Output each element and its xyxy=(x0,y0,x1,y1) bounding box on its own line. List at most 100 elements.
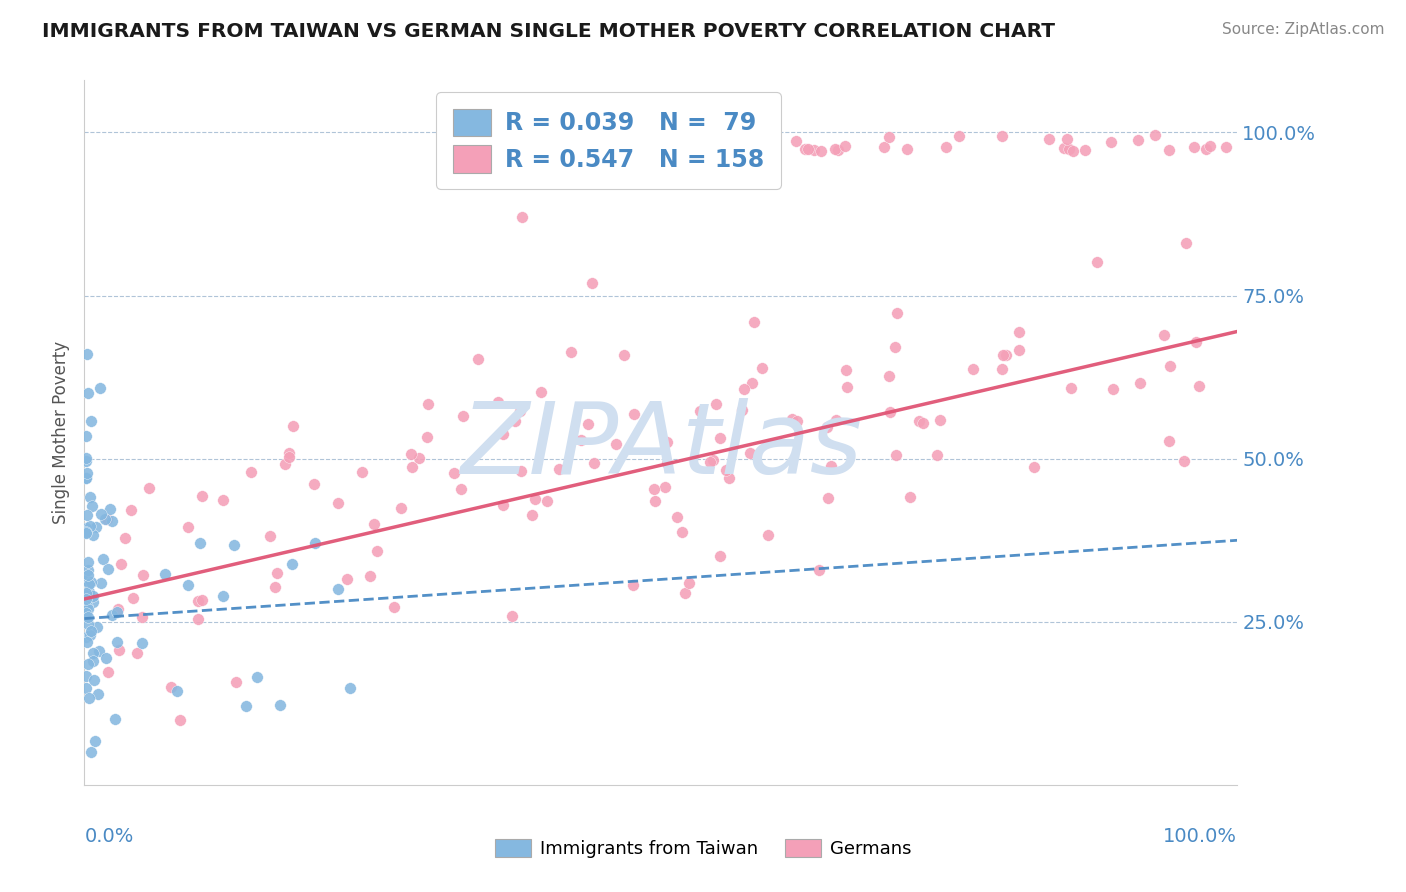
Point xyxy=(1198,138,1220,153)
Point xyxy=(644,493,666,508)
Point xyxy=(1085,254,1108,268)
Point xyxy=(125,647,148,661)
Point xyxy=(90,576,112,591)
Point xyxy=(896,142,918,156)
Point xyxy=(416,429,439,443)
Point xyxy=(401,460,423,475)
Point xyxy=(273,457,295,471)
Point xyxy=(326,496,349,510)
Point xyxy=(785,134,807,148)
Point xyxy=(269,698,291,712)
Point xyxy=(382,599,405,614)
Point xyxy=(512,211,534,225)
Point xyxy=(153,567,176,582)
Point xyxy=(654,479,676,493)
Point xyxy=(177,519,200,533)
Point xyxy=(352,466,374,480)
Point xyxy=(709,431,731,445)
Point xyxy=(160,681,183,695)
Point xyxy=(131,636,153,650)
Point xyxy=(488,394,510,409)
Point xyxy=(1144,128,1167,142)
Point xyxy=(623,407,645,421)
Point xyxy=(110,558,132,572)
Point xyxy=(731,403,754,417)
Point xyxy=(509,404,531,418)
Point xyxy=(503,413,526,427)
Point xyxy=(912,416,935,430)
Y-axis label: Single Mother Poverty: Single Mother Poverty xyxy=(52,341,70,524)
Point xyxy=(665,509,688,524)
Point xyxy=(82,527,104,541)
Point xyxy=(339,681,361,695)
Point xyxy=(211,589,233,603)
Point xyxy=(108,642,131,657)
Point xyxy=(283,418,305,433)
Point xyxy=(91,552,114,566)
Point xyxy=(191,593,214,607)
Point xyxy=(76,555,98,569)
Point xyxy=(416,397,439,411)
Point xyxy=(246,670,269,684)
Point xyxy=(702,453,724,467)
Point xyxy=(837,380,859,394)
Point xyxy=(80,499,103,513)
Point xyxy=(389,500,412,515)
Point xyxy=(443,467,465,481)
Point xyxy=(1102,382,1125,396)
Point xyxy=(104,712,127,726)
Point xyxy=(76,601,98,615)
Point xyxy=(212,492,235,507)
Point xyxy=(363,517,385,532)
Point xyxy=(75,669,97,683)
Point xyxy=(399,447,422,461)
Point xyxy=(560,345,582,359)
Point xyxy=(1159,359,1181,373)
Point xyxy=(548,462,571,476)
Point xyxy=(79,490,101,504)
Point xyxy=(501,609,523,624)
Point xyxy=(1195,142,1218,156)
Point xyxy=(75,521,97,535)
Point xyxy=(741,376,763,391)
Point xyxy=(613,348,636,362)
Point xyxy=(75,471,97,485)
Point xyxy=(1022,460,1045,475)
Point xyxy=(96,651,118,665)
Point xyxy=(408,450,430,465)
Point xyxy=(807,563,830,577)
Point xyxy=(673,585,696,599)
Point xyxy=(699,455,721,469)
Point xyxy=(281,557,304,571)
Point xyxy=(76,347,98,361)
Point xyxy=(810,144,832,158)
Point xyxy=(177,578,200,592)
Point xyxy=(1126,133,1149,147)
Point xyxy=(536,493,558,508)
Point xyxy=(75,586,97,600)
Point xyxy=(304,535,326,549)
Point xyxy=(224,538,246,552)
Point xyxy=(510,464,533,478)
Point xyxy=(524,492,547,507)
Point xyxy=(1153,328,1175,343)
Point xyxy=(1173,453,1195,467)
Point xyxy=(740,445,762,459)
Point xyxy=(491,498,513,512)
Point xyxy=(824,142,846,156)
Point xyxy=(76,599,98,613)
Point xyxy=(77,577,100,591)
Point xyxy=(101,608,124,623)
Point xyxy=(188,535,211,549)
Point xyxy=(834,139,856,153)
Point xyxy=(1184,334,1206,349)
Point xyxy=(671,524,693,539)
Point xyxy=(751,361,773,376)
Point xyxy=(797,141,820,155)
Point xyxy=(962,362,984,376)
Point xyxy=(467,352,489,367)
Point xyxy=(994,348,1017,362)
Point xyxy=(884,448,907,462)
Point xyxy=(824,413,846,427)
Point xyxy=(1053,141,1076,155)
